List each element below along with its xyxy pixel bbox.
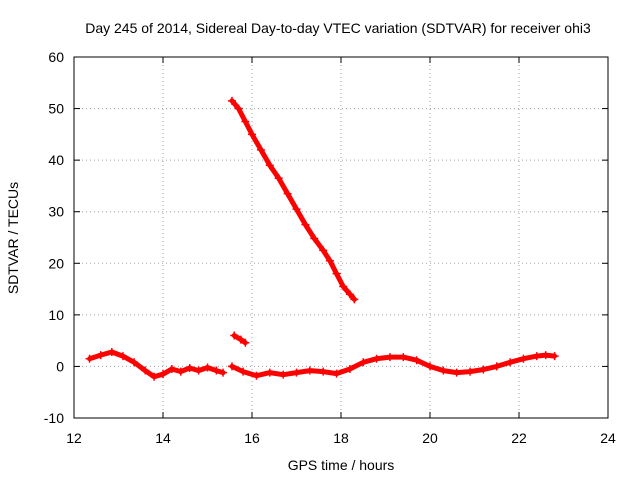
data-point (252, 371, 261, 380)
y-tick-label: 30 (48, 204, 64, 220)
ticks (73, 56, 609, 419)
data-point (452, 368, 461, 377)
x-axis-label: GPS time / hours (288, 457, 395, 473)
y-tick-label: 10 (48, 307, 64, 323)
data-point (385, 353, 394, 362)
data-point (256, 145, 265, 154)
y-tick-label: 40 (48, 152, 64, 168)
data-point (532, 352, 541, 361)
data-point (241, 338, 250, 347)
data-point (292, 368, 301, 377)
data-point (372, 354, 381, 363)
data-point (332, 269, 341, 278)
series-short-segment (230, 331, 250, 347)
data-point (426, 362, 434, 371)
data-point (519, 354, 528, 363)
series-descending-arc (227, 96, 359, 304)
chart-title: Day 245 of 2014, Sidereal Day-to-day VTE… (85, 20, 591, 36)
data-point (212, 366, 221, 375)
data-point (541, 351, 550, 360)
data-marks (85, 96, 559, 381)
data-point (466, 367, 475, 376)
data-point (176, 367, 185, 376)
x-tick-label: 14 (155, 430, 171, 446)
x-tick-labels: 12 14 16 18 20 22 24 (66, 430, 616, 446)
data-point (194, 366, 203, 375)
y-tick-label: 20 (48, 255, 64, 271)
data-point (265, 161, 274, 170)
y-tick-labels: -10 0 10 20 30 40 50 60 (44, 49, 64, 426)
data-point (234, 104, 243, 113)
data-point (85, 354, 94, 363)
data-point (479, 365, 488, 374)
data-point (150, 372, 159, 381)
data-point (185, 363, 194, 372)
data-point (141, 366, 150, 375)
data-point (283, 189, 292, 198)
y-tick-label: 60 (48, 49, 64, 65)
data-point (227, 362, 236, 371)
x-tick-label: 22 (511, 430, 527, 446)
x-tick-label: 12 (66, 430, 82, 446)
series-baseline-segment-2 (227, 351, 559, 380)
data-point (345, 365, 354, 374)
data-point (339, 282, 348, 291)
x-tick-label: 20 (422, 430, 438, 446)
data-point (236, 335, 245, 344)
data-point (550, 352, 559, 361)
data-point (96, 351, 105, 360)
data-point (219, 368, 228, 377)
data-point (227, 96, 236, 105)
data-point (248, 130, 256, 139)
data-point (325, 256, 334, 265)
data-point (345, 290, 354, 299)
data-point (274, 174, 283, 183)
data-point (319, 367, 328, 376)
data-point (310, 234, 319, 243)
data-point (167, 365, 176, 374)
data-point (305, 366, 314, 375)
data-point (412, 356, 421, 365)
data-point (492, 362, 501, 371)
data-point (439, 366, 448, 375)
data-point (359, 358, 368, 367)
x-tick-label: 24 (600, 430, 616, 446)
data-point (159, 370, 167, 379)
y-tick-label: 0 (56, 358, 64, 374)
y-tick-label: 50 (48, 101, 64, 117)
data-point (301, 220, 310, 229)
data-point (279, 370, 288, 379)
y-axis-label: SDTVAR / TECUs (5, 182, 21, 294)
data-point (239, 367, 248, 376)
data-point (203, 363, 212, 372)
data-point (292, 205, 301, 214)
x-tick-label: 18 (333, 430, 349, 446)
data-point (350, 295, 359, 304)
grid (74, 57, 608, 418)
data-point (506, 358, 515, 367)
data-point (265, 368, 274, 377)
x-tick-label: 16 (244, 430, 260, 446)
data-point (107, 347, 116, 356)
series-baseline-segment-1 (85, 347, 228, 381)
data-point (118, 352, 127, 361)
y-tick-label: -10 (44, 410, 64, 426)
data-point (319, 246, 328, 255)
data-point (399, 353, 408, 362)
data-point (230, 331, 239, 340)
data-point (241, 117, 250, 126)
data-point (332, 369, 341, 378)
data-point (130, 358, 139, 367)
